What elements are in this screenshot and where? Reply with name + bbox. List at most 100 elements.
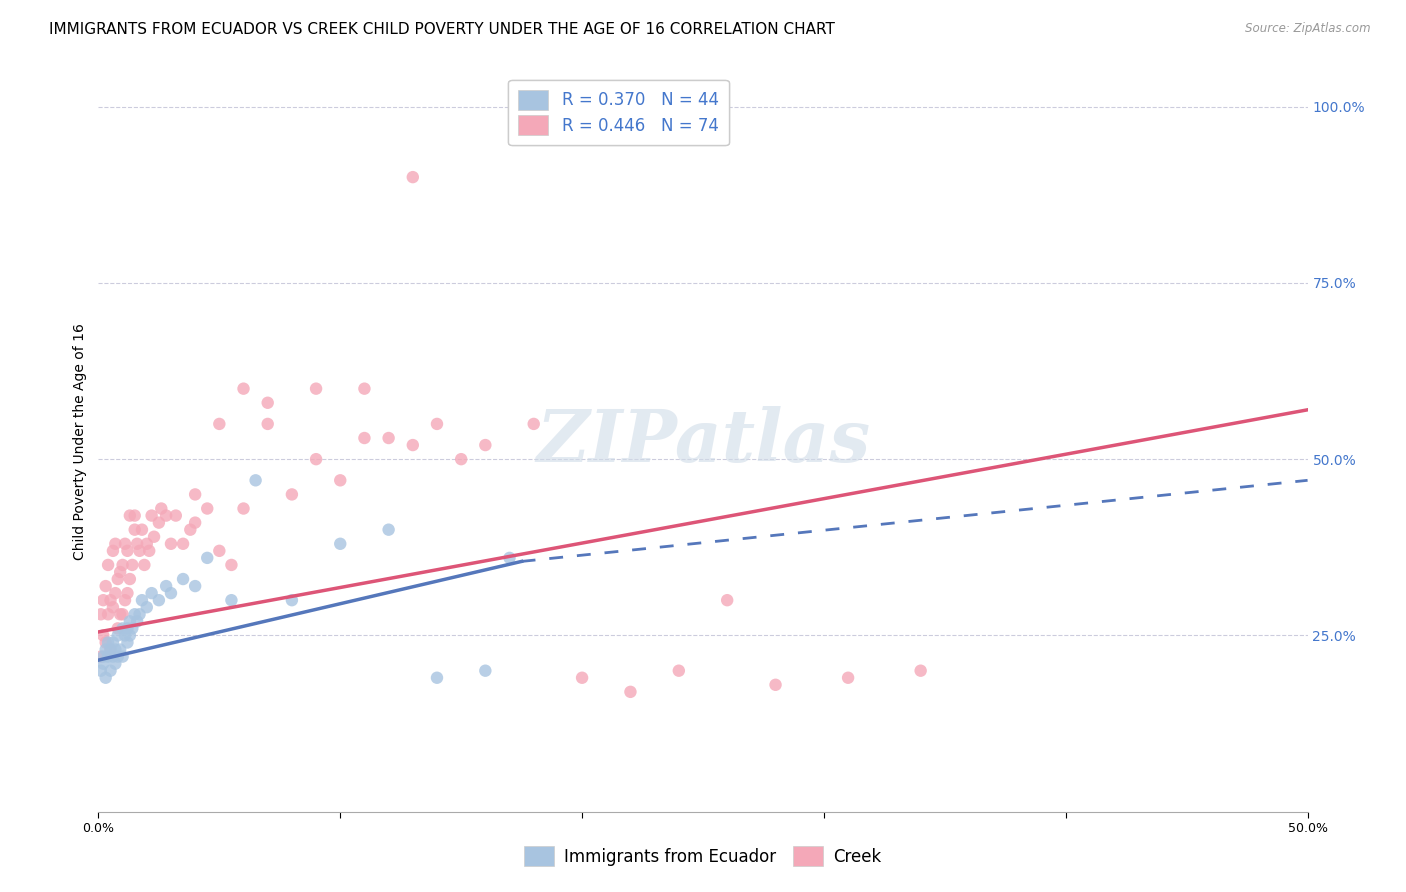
Point: [121, 621, 143, 635]
Point: [165, 508, 187, 523]
Point: [402, 438, 425, 452]
Point: [245, 473, 267, 487]
Point: [498, 550, 520, 565]
Point: [97, 635, 120, 649]
Point: [104, 657, 127, 671]
Point: [134, 558, 156, 572]
Point: [716, 593, 738, 607]
Point: [232, 501, 254, 516]
Point: [148, 516, 170, 530]
Point: [160, 537, 183, 551]
Point: [100, 642, 122, 657]
Point: [523, 417, 546, 431]
Text: Source: ZipAtlas.com: Source: ZipAtlas.com: [1246, 22, 1371, 36]
Point: [256, 396, 278, 410]
Point: [184, 487, 207, 501]
Point: [402, 170, 425, 185]
Point: [474, 664, 496, 678]
Point: [118, 508, 141, 523]
Point: [128, 544, 150, 558]
Point: [108, 565, 131, 579]
Point: [108, 642, 131, 657]
Point: [118, 572, 141, 586]
Point: [172, 572, 194, 586]
Point: [131, 593, 153, 607]
Point: [910, 664, 932, 678]
Point: [281, 593, 304, 607]
Point: [91, 628, 114, 642]
Point: [107, 621, 129, 635]
Point: [97, 607, 120, 622]
Point: [104, 586, 127, 600]
Point: [108, 607, 131, 622]
Point: [94, 579, 117, 593]
Point: [90, 607, 112, 622]
Point: [135, 537, 157, 551]
Point: [117, 544, 139, 558]
Point: [104, 537, 127, 551]
Point: [426, 417, 449, 431]
Point: [91, 649, 114, 664]
Point: [111, 607, 134, 622]
Point: [305, 452, 328, 467]
Point: [94, 671, 117, 685]
Point: [256, 417, 278, 431]
Point: [353, 382, 375, 396]
Point: [114, 628, 136, 642]
Point: [117, 635, 139, 649]
Point: [668, 664, 690, 678]
Point: [107, 649, 129, 664]
Point: [619, 685, 641, 699]
Point: [305, 382, 328, 396]
Point: [208, 544, 231, 558]
Point: [127, 615, 149, 629]
Point: [150, 501, 173, 516]
Legend: R = 0.370   N = 44, R = 0.446   N = 74: R = 0.370 N = 44, R = 0.446 N = 74: [508, 79, 728, 145]
Point: [118, 615, 141, 629]
Point: [90, 664, 112, 678]
Point: [90, 649, 112, 664]
Point: [221, 593, 243, 607]
Text: ZIPatlas: ZIPatlas: [536, 406, 870, 477]
Point: [208, 417, 231, 431]
Point: [837, 671, 859, 685]
Point: [101, 544, 124, 558]
Point: [111, 558, 134, 572]
Point: [155, 579, 177, 593]
Point: [172, 537, 194, 551]
Point: [94, 642, 117, 657]
Point: [143, 530, 166, 544]
Point: [100, 642, 122, 657]
Point: [91, 657, 114, 671]
Point: [97, 649, 120, 664]
Point: [141, 508, 163, 523]
Point: [765, 678, 787, 692]
Point: [377, 523, 399, 537]
Point: [195, 501, 218, 516]
Point: [135, 600, 157, 615]
Point: [118, 628, 141, 642]
Point: [101, 649, 124, 664]
Point: [117, 621, 139, 635]
Point: [104, 642, 127, 657]
Point: [117, 586, 139, 600]
Point: [232, 382, 254, 396]
Point: [131, 523, 153, 537]
Legend: Immigrants from Ecuador, Creek: Immigrants from Ecuador, Creek: [516, 838, 890, 875]
Point: [155, 508, 177, 523]
Point: [101, 635, 124, 649]
Point: [124, 508, 146, 523]
Point: [353, 431, 375, 445]
Y-axis label: Child Poverty Under the Age of 16: Child Poverty Under the Age of 16: [73, 323, 87, 560]
Text: IMMIGRANTS FROM ECUADOR VS CREEK CHILD POVERTY UNDER THE AGE OF 16 CORRELATION C: IMMIGRANTS FROM ECUADOR VS CREEK CHILD P…: [49, 22, 835, 37]
Point: [111, 621, 134, 635]
Point: [124, 523, 146, 537]
Point: [329, 537, 352, 551]
Point: [141, 586, 163, 600]
Point: [100, 664, 122, 678]
Point: [450, 452, 472, 467]
Point: [281, 487, 304, 501]
Point: [97, 558, 120, 572]
Point: [184, 516, 207, 530]
Point: [138, 544, 160, 558]
